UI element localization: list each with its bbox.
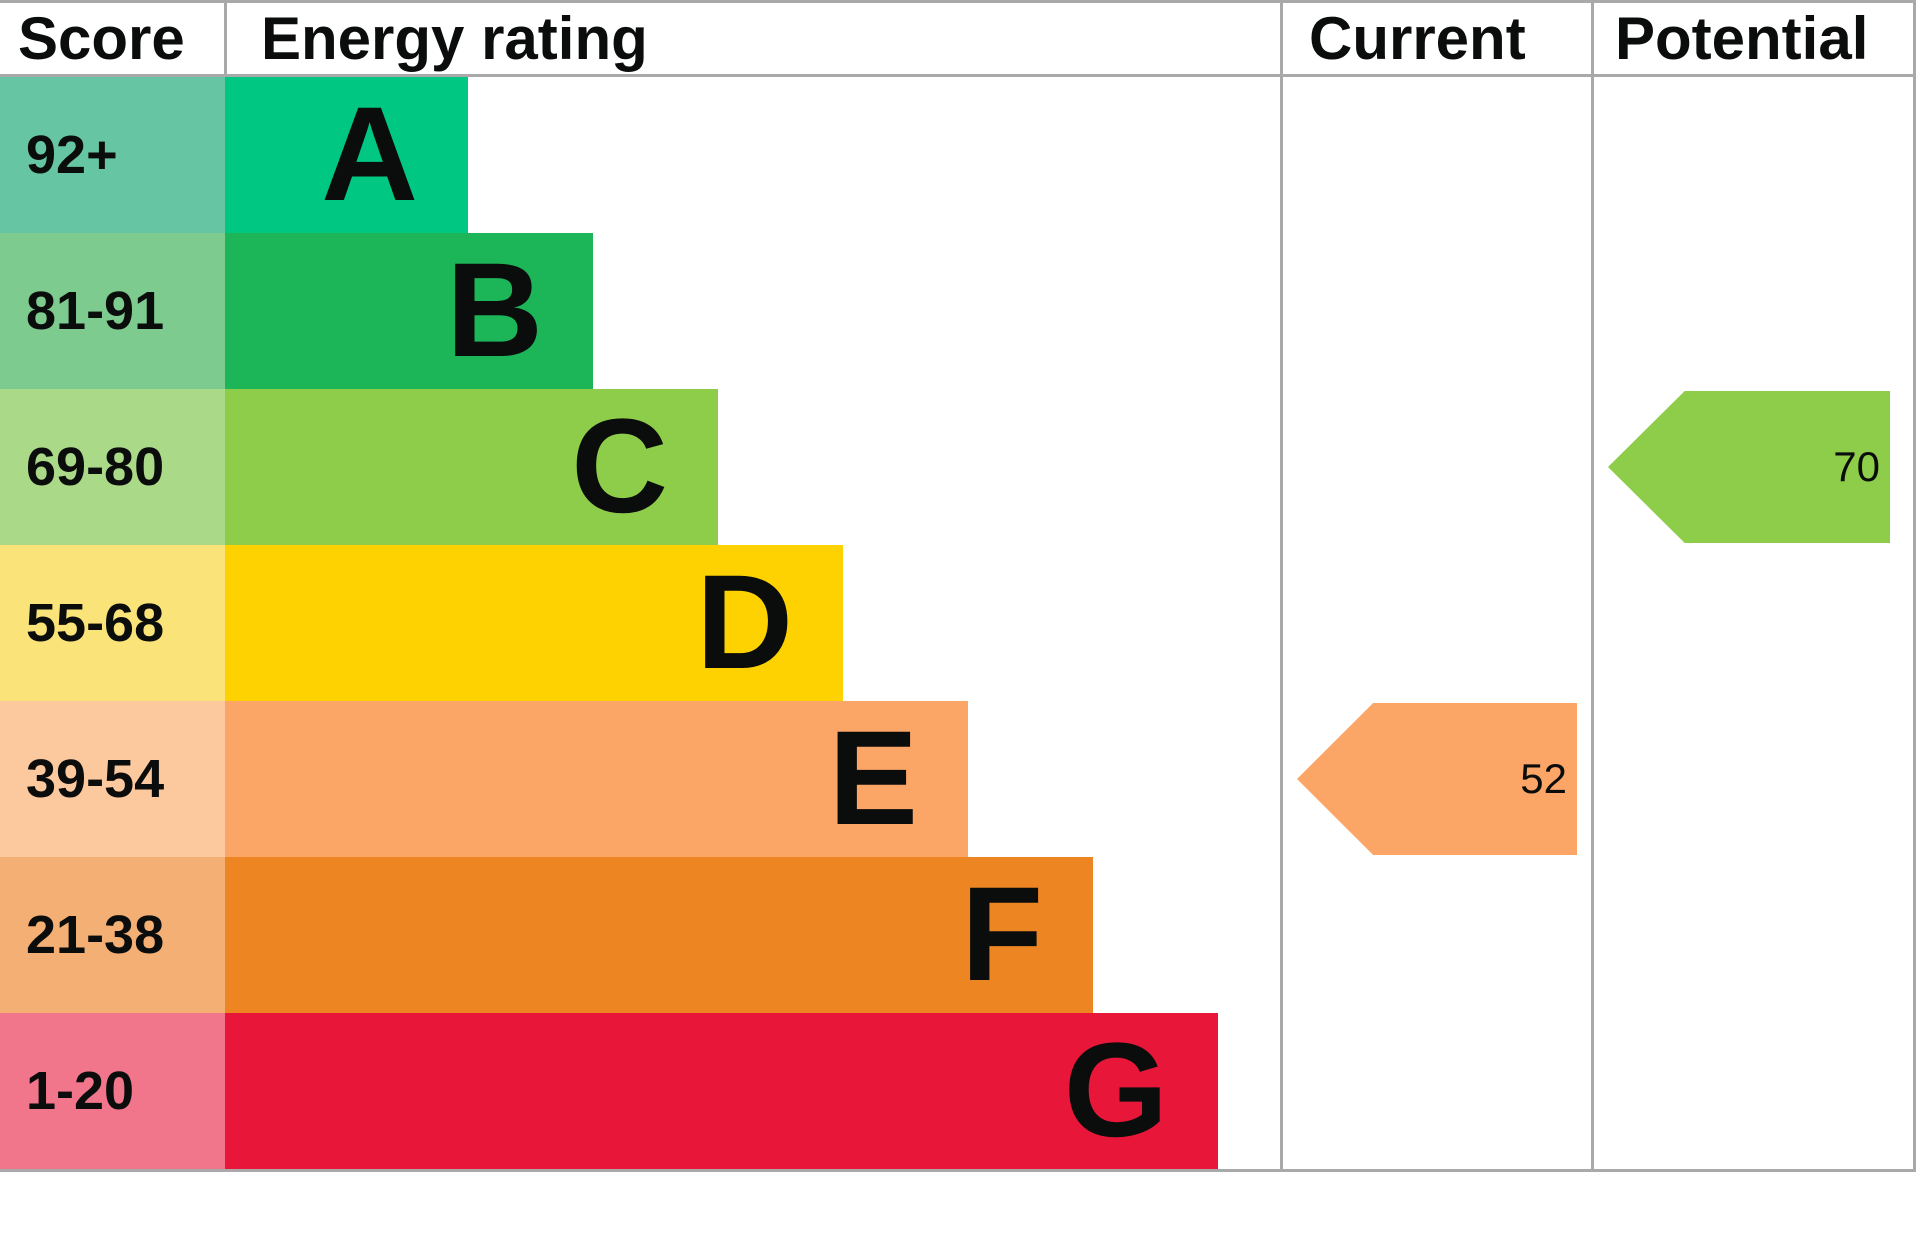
band-bar: B xyxy=(225,233,593,389)
potential-rating-arrow: 70 xyxy=(1608,391,1890,543)
score-range-cell: 55-68 xyxy=(0,545,225,701)
header-bottom-border xyxy=(0,74,1916,77)
energy-rating-column-header: Energy rating xyxy=(261,4,648,72)
score-range-cell: 81-91 xyxy=(0,233,225,389)
band-row-b: 81-91 B xyxy=(0,233,1280,389)
current-rating-value: 52 xyxy=(1520,755,1567,802)
band-bar: D xyxy=(225,545,843,701)
score-range-cell: 39-54 xyxy=(0,701,225,857)
band-letter: B xyxy=(446,236,543,385)
band-letter: G xyxy=(1063,1016,1168,1165)
band-letter: D xyxy=(696,548,793,697)
band-bar: F xyxy=(225,857,1093,1013)
band-letter: C xyxy=(571,392,668,541)
band-bar: A xyxy=(225,77,468,233)
band-bar: E xyxy=(225,701,968,857)
score-range-cell: 1-20 xyxy=(0,1013,225,1169)
band-letter: E xyxy=(828,704,918,853)
table-top-border xyxy=(0,0,1916,3)
score-range-cell: 69-80 xyxy=(0,389,225,545)
table-bottom-border xyxy=(0,1169,1916,1172)
score-column-header: Score xyxy=(18,4,185,72)
current-rating-arrow: 52 xyxy=(1297,703,1577,855)
current-column-divider xyxy=(1280,0,1283,1172)
band-bar: C xyxy=(225,389,718,545)
score-column-divider xyxy=(224,0,227,77)
band-row-e: 39-54 E xyxy=(0,701,1280,857)
potential-column-divider xyxy=(1591,0,1594,1172)
current-column-header: Current xyxy=(1309,4,1526,72)
band-row-c: 69-80 C xyxy=(0,389,1280,545)
potential-column-header: Potential xyxy=(1615,4,1869,72)
score-range-cell: 92+ xyxy=(0,77,225,233)
table-right-border xyxy=(1913,0,1916,1172)
band-row-d: 55-68 D xyxy=(0,545,1280,701)
band-bar: G xyxy=(225,1013,1218,1169)
score-range-cell: 21-38 xyxy=(0,857,225,1013)
band-row-g: 1-20 G xyxy=(0,1013,1280,1169)
band-letter: F xyxy=(961,860,1043,1009)
potential-rating-value: 70 xyxy=(1833,443,1880,490)
band-letter: A xyxy=(321,80,418,229)
band-row-a: 92+ A xyxy=(0,77,1280,233)
band-row-f: 21-38 F xyxy=(0,857,1280,1013)
